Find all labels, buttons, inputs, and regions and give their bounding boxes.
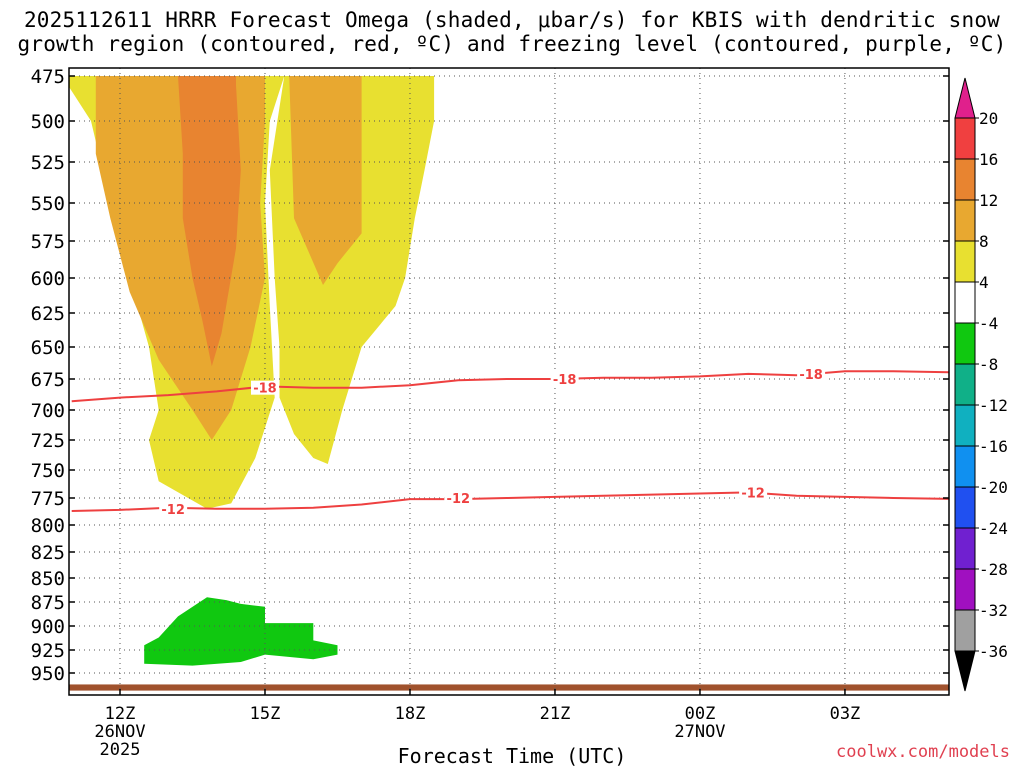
colorbar-label: 12 xyxy=(979,191,998,210)
contour-label-bg xyxy=(159,501,188,516)
contour-label-bg xyxy=(797,366,826,381)
colorbar-label: 20 xyxy=(979,109,998,128)
y-tick-label: 925 xyxy=(31,640,65,662)
contour-label-bg xyxy=(739,485,768,500)
x-tick-label: 21Z xyxy=(540,704,571,724)
colorbar-bottom-arrow xyxy=(954,650,976,692)
omega-region-5 xyxy=(144,597,338,666)
y-tick-label: 875 xyxy=(31,592,65,614)
contour-label--18: -18 xyxy=(253,382,277,397)
colorbar-label: -28 xyxy=(979,560,1008,579)
contour-layer: -18 -18 -18 -12 -12 -12 xyxy=(71,366,949,518)
y-tick-label: 525 xyxy=(31,152,65,174)
colorbar-label: 8 xyxy=(979,232,989,251)
y-tick-label: 800 xyxy=(31,515,65,537)
colorbar-label: -20 xyxy=(979,478,1008,497)
contour-label-bg xyxy=(550,372,579,386)
y-tick-label: 825 xyxy=(31,542,65,564)
x-tick-label: 26NOV xyxy=(94,722,145,742)
y-tick-label: 625 xyxy=(31,303,65,325)
colorbar-label: -32 xyxy=(979,601,1008,620)
contour-label--12: -12 xyxy=(447,492,471,507)
y-tick-label: 575 xyxy=(31,231,65,253)
contour-label--12: -12 xyxy=(741,486,765,501)
omega-region-4 xyxy=(178,76,241,367)
credit-text[interactable]: coolwx.com/models xyxy=(836,742,1010,762)
surface-band-layer xyxy=(69,684,949,691)
x-tick-label: 18Z xyxy=(395,704,426,724)
y-tick-label: 900 xyxy=(31,616,65,638)
colorbar-band xyxy=(954,117,976,160)
colorbar-band xyxy=(954,281,976,324)
colorbar-band xyxy=(954,568,976,611)
colorbar-label: -36 xyxy=(979,642,1008,661)
y-tick-label: 950 xyxy=(31,663,65,685)
plot-frame xyxy=(68,67,950,696)
x-tick-label: 12Z xyxy=(105,704,136,724)
colorbar-band xyxy=(954,486,976,529)
colorbar-label: -16 xyxy=(979,437,1008,456)
x-tick-label: 27NOV xyxy=(674,722,725,742)
colorbar-label: -12 xyxy=(979,396,1008,415)
omega-region-3 xyxy=(289,76,362,285)
x-tick-label: 15Z xyxy=(250,704,281,724)
y-tick-label: 700 xyxy=(31,400,65,422)
colorbar-band xyxy=(954,240,976,283)
colorbar-label: -4 xyxy=(979,314,998,333)
x-axis-label: Forecast Time (UTC) xyxy=(397,744,627,768)
contour-line--12 xyxy=(71,491,949,512)
colorbar-band xyxy=(954,158,976,201)
colorbar-top-arrow xyxy=(954,77,976,119)
contour-label-bg xyxy=(250,380,279,395)
omega-shading-layer xyxy=(69,76,435,666)
contour-label--12: -12 xyxy=(161,503,185,518)
y-tick-label: 650 xyxy=(31,337,65,359)
colorbar-band xyxy=(954,609,976,652)
colorbar: 20 16 12 8 4 -4 -8 -12 -16 -20 -24 -28 -32 -36 xyxy=(954,77,1008,692)
chart-title-line-1: 2025112611 HRRR Forecast Omega (shaded, … xyxy=(23,8,1001,32)
colorbar-band xyxy=(954,404,976,447)
contour-label--18: -18 xyxy=(799,368,823,383)
y-tick-label: 550 xyxy=(31,193,65,215)
y-tick-label: 675 xyxy=(31,369,65,391)
colorbar-label: 4 xyxy=(979,273,989,292)
colorbar-band xyxy=(954,527,976,570)
colorbar-label: -24 xyxy=(979,519,1008,538)
y-tick-label: 775 xyxy=(31,488,65,510)
y-tick-label: 850 xyxy=(31,568,65,590)
y-tick-label: 600 xyxy=(31,268,65,290)
y-tick-label: 725 xyxy=(31,430,65,452)
colorbar-band xyxy=(954,199,976,242)
colorbar-label: -8 xyxy=(979,355,998,374)
x-tick-label: 00Z xyxy=(685,704,716,724)
contour-line--18 xyxy=(71,370,949,403)
x-tick-label: 2025 xyxy=(100,740,141,760)
surface-band xyxy=(69,684,949,691)
chart-title-line-2: growth region (contoured, red, ºC) and f… xyxy=(17,32,1007,56)
contour-label--18: -18 xyxy=(553,373,577,388)
x-tick-label: 03Z xyxy=(830,704,861,724)
y-tick-label: 475 xyxy=(31,66,65,88)
colorbar-band xyxy=(954,363,976,406)
y-tick-label: 500 xyxy=(31,111,65,133)
y-axis: 475 500 525 550 575 600 625 650 675 700 725 750 775 8… xyxy=(31,66,949,685)
colorbar-band xyxy=(954,322,976,365)
contour-label-bg xyxy=(444,491,473,505)
colorbar-band xyxy=(954,445,976,488)
y-tick-label: 750 xyxy=(31,460,65,482)
colorbar-label: 16 xyxy=(979,150,998,169)
